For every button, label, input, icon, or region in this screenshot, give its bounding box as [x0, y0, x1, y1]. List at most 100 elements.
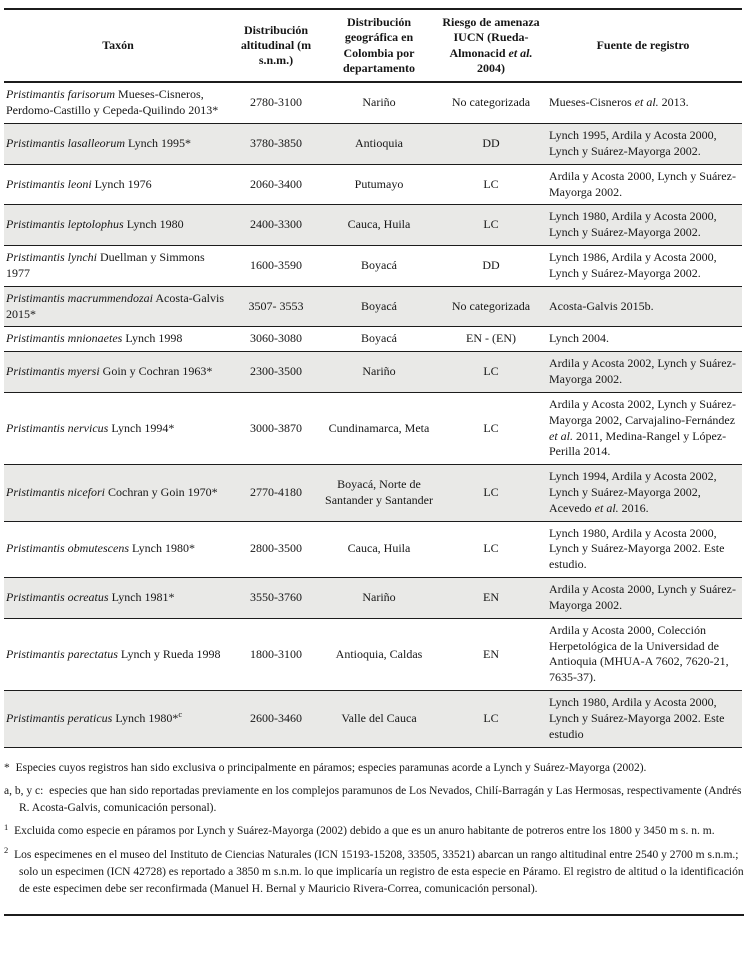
taxon-cell: Pristimantis leptolophus Lynch 1980 — [4, 204, 232, 246]
footnote-marker: 2 — [4, 844, 9, 855]
taxon-cell: Pristimantis nervicus Lynch 1994* — [4, 391, 232, 465]
table-row: Pristimantis peraticus Lynch 1980*c 2600-… — [4, 690, 742, 748]
taxon-cell: Pristimantis mnionaetes Lynch 1998 — [4, 326, 232, 352]
table-header-row: Taxón Distribución altitudinal (m s.n.m.)… — [4, 9, 742, 84]
footnote: a, b, y c: especies que han sido reporta… — [4, 783, 744, 818]
taxon-cell: Pristimantis lynchi Duellman y Simmons 1… — [4, 245, 232, 287]
taxon-cell: Pristimantis ocreatus Lynch 1981* — [4, 577, 232, 619]
footnote: * Especies cuyos registros han sido excl… — [4, 760, 744, 777]
iucn-risk-cell: LC — [438, 204, 544, 246]
footnote: 2 Los especimenes en el museo del Instit… — [4, 844, 744, 899]
altitude-cell: 3550-3760 — [232, 577, 320, 619]
iucn-risk-cell: EN - (EN) — [438, 326, 544, 352]
footnote-marker: a, b, y c: — [4, 784, 44, 797]
column-header: Distribución geográfica en Colombia por … — [320, 9, 438, 84]
source-cell: Lynch 1994, Ardila y Acosta 2002, Lynch … — [544, 464, 742, 522]
taxon-cell: Pristimantis obmutescens Lynch 1980* — [4, 520, 232, 578]
distribution-cell: Cauca, Huila — [320, 204, 438, 246]
table-body: Pristimantis farisorum Mueses-Cisneros, … — [4, 82, 742, 748]
table-row: Pristimantis lasalleorum Lynch 1995* 3780… — [4, 123, 742, 165]
iucn-risk-cell: DD — [438, 123, 544, 165]
altitude-cell: 2800-3500 — [232, 520, 320, 578]
distribution-cell: Antioquia — [320, 123, 438, 165]
column-header: Distribución altitudinal (m s.n.m.) — [232, 9, 320, 84]
altitude-cell: 1600-3590 — [232, 245, 320, 287]
iucn-risk-cell: EN — [438, 617, 544, 691]
taxon-cell: Pristimantis peraticus Lynch 1980*c — [4, 690, 232, 748]
table-footnotes: * Especies cuyos registros han sido excl… — [4, 752, 744, 917]
table-row: Pristimantis macrummendozai Acosta-Galvi… — [4, 285, 742, 327]
altitude-cell: 2780-3100 — [250, 95, 302, 110]
iucn-risk-cell: No categorizada — [438, 285, 544, 327]
altitude-cell: 2400-3300 — [232, 204, 320, 246]
source-cell: Lynch 1980, Ardila y Acosta 2000, Lynch … — [544, 204, 742, 246]
distribution-cell: Antioquia, Caldas — [320, 617, 438, 691]
table-row: Pristimantis myersi Goin y Cochran 1963*… — [4, 351, 742, 393]
altitude-cell: 3000-3870 — [232, 391, 320, 465]
distribution-cell: Nariño — [362, 95, 396, 110]
altitude-cell: 3507- 3553 — [232, 285, 320, 327]
footnote-text: Los especimenes en el museo del Institut… — [14, 848, 744, 896]
distribution-cell: Nariño — [320, 577, 438, 619]
table-row: Pristimantis nervicus Lynch 1994* 3000-38… — [4, 391, 742, 465]
iucn-risk-cell: LC — [438, 163, 544, 205]
species-records-table: Taxón Distribución altitudinal (m s.n.m.)… — [4, 8, 742, 748]
altitude-cell: 2600-3460 — [232, 690, 320, 748]
footnote-text: Especies cuyos registros han sido exclus… — [15, 761, 647, 774]
taxon-cell: Pristimantis farisorum Mueses-Cisneros, … — [6, 87, 219, 118]
taxon-cell: Pristimantis nicefori Cochran y Goin 197… — [4, 464, 232, 522]
iucn-risk-cell: LC — [438, 391, 544, 465]
source-cell: Lynch 2004. — [544, 326, 742, 352]
footnote-marker: 1 — [4, 821, 9, 832]
distribution-cell: Putumayo — [320, 163, 438, 205]
source-cell: Lynch 1980, Ardila y Acosta 2000, Lynch … — [544, 520, 742, 578]
table-row: Pristimantis obmutescens Lynch 1980* 2800… — [4, 520, 742, 578]
source-cell: Lynch 1995, Ardila y Acosta 2000, Lynch … — [544, 123, 742, 165]
table-row: Pristimantis farisorum Mueses-Cisneros, … — [4, 82, 742, 123]
distribution-cell: Boyacá — [320, 285, 438, 327]
distribution-cell: Cauca, Huila — [320, 520, 438, 578]
iucn-risk-cell: LC — [438, 351, 544, 393]
table-row: Pristimantis leoni Lynch 1976 2060-3400 Pu… — [4, 163, 742, 205]
iucn-risk-cell: LC — [438, 464, 544, 522]
footnote-text: especies que han sido reportadas previam… — [19, 784, 742, 815]
iucn-risk-cell: LC — [438, 690, 544, 748]
taxon-cell: Pristimantis parectatus Lynch y Rueda 19… — [4, 617, 232, 691]
footnote-text: Excluida como especie en páramos por Lyn… — [14, 825, 715, 838]
source-cell: Ardila y Acosta 2002, Lynch y Suárez-May… — [544, 351, 742, 393]
source-cell: Lynch 1980, Ardila y Acosta 2000, Lynch … — [544, 690, 742, 748]
footnote-marker: * — [4, 761, 10, 774]
altitude-cell: 1800-3100 — [232, 617, 320, 691]
altitude-cell: 3060-3080 — [232, 326, 320, 352]
iucn-risk-cell: LC — [438, 520, 544, 578]
table-row: Pristimantis nicefori Cochran y Goin 197… — [4, 464, 742, 522]
distribution-cell: Boyacá, Norte de Santander y Santander — [320, 464, 438, 522]
altitude-cell: 3780-3850 — [232, 123, 320, 165]
distribution-cell: Boyacá — [320, 326, 438, 352]
source-cell: Acosta-Galvis 2015b. — [544, 285, 742, 327]
table-row: Pristimantis ocreatus Lynch 1981* 3550-37… — [4, 577, 742, 619]
altitude-cell: 2770-4180 — [232, 464, 320, 522]
distribution-cell: Valle del Cauca — [320, 690, 438, 748]
column-header: Fuente de registro — [544, 9, 742, 84]
table-row: Pristimantis leptolophus Lynch 1980 2400-… — [4, 204, 742, 246]
table-row: Pristimantis mnionaetes Lynch 1998 3060-3… — [4, 326, 742, 352]
source-cell: Ardila y Acosta 2000, Lynch y Suárez-May… — [544, 163, 742, 205]
taxon-cell: Pristimantis lasalleorum Lynch 1995* — [4, 123, 232, 165]
source-cell: Ardila y Acosta 2000, Lynch y Suárez-May… — [544, 577, 742, 619]
distribution-cell: Nariño — [320, 351, 438, 393]
table-header: Taxón Distribución altitudinal (m s.n.m.)… — [4, 9, 742, 84]
iucn-risk-cell: EN — [438, 577, 544, 619]
distribution-cell: Cundinamarca, Meta — [320, 391, 438, 465]
source-cell: Ardila y Acosta 2000, Colección Herpetol… — [544, 617, 742, 691]
source-cell: Lynch 1986, Ardila y Acosta 2000, Lynch … — [544, 245, 742, 287]
source-cell: Mueses-Cisneros et al. 2013. — [549, 95, 689, 110]
iucn-risk-cell: No categorizada — [451, 95, 531, 110]
altitude-cell: 2300-3500 — [232, 351, 320, 393]
table-row: Pristimantis parectatus Lynch y Rueda 19… — [4, 617, 742, 691]
altitude-cell: 2060-3400 — [232, 163, 320, 205]
taxon-cell: Pristimantis macrummendozai Acosta-Galvi… — [4, 285, 232, 327]
taxon-cell: Pristimantis myersi Goin y Cochran 1963* — [4, 351, 232, 393]
footnote: 1 Excluida como especie en páramos por L… — [4, 821, 744, 840]
